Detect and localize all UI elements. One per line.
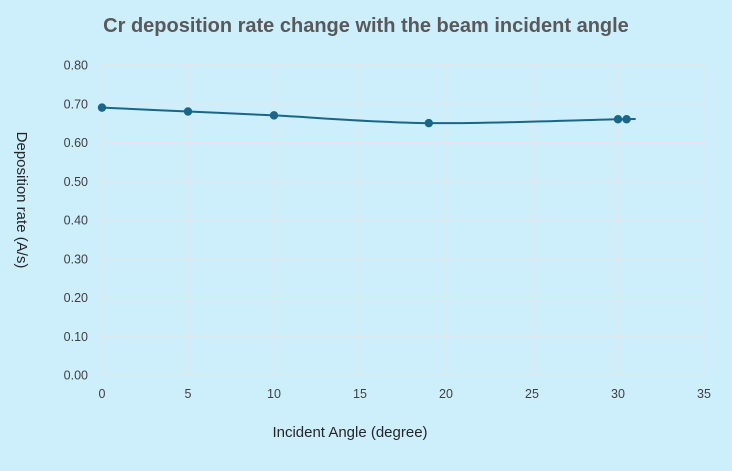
x-axis-label: Incident Angle (degree) bbox=[272, 424, 427, 441]
y-tick-label: 0.50 bbox=[64, 175, 88, 189]
y-tick-label: 0.60 bbox=[64, 136, 88, 150]
data-point bbox=[269, 111, 279, 120]
x-tick-label: 0 bbox=[99, 387, 106, 401]
x-tick-label: 25 bbox=[525, 387, 539, 401]
y-tick-label: 0.30 bbox=[64, 252, 88, 266]
axis-layer: 0.00 0.10 0.20 0.30 0.40 0.50 0.60 0.70 0.80 0 5 10… bbox=[64, 59, 711, 402]
x-tick-label: 15 bbox=[353, 387, 367, 401]
x-tick-label: 20 bbox=[439, 387, 453, 401]
x-tick-label: 30 bbox=[611, 387, 625, 401]
x-tick-label: 35 bbox=[697, 387, 711, 401]
y-tick-label: 0.80 bbox=[64, 59, 88, 73]
data-point bbox=[622, 115, 631, 124]
y-tick-label: 0.40 bbox=[64, 214, 88, 228]
x-tick-label: 5 bbox=[185, 387, 192, 401]
y-axis-label: Deposition rate (A/s) bbox=[13, 132, 30, 269]
series-layer bbox=[97, 103, 636, 128]
data-point bbox=[183, 107, 193, 116]
data-point bbox=[97, 103, 107, 112]
x-tick-label: 10 bbox=[267, 387, 281, 401]
y-tick-label: 0.20 bbox=[64, 291, 88, 305]
y-tick-label: 0.10 bbox=[64, 330, 88, 344]
chart-title: Cr deposition rate change with the beam … bbox=[103, 15, 629, 37]
series-line bbox=[101, 106, 636, 125]
data-point bbox=[613, 115, 623, 124]
data-point bbox=[424, 118, 433, 128]
y-tick-label: 0.70 bbox=[64, 97, 88, 111]
y-tick-label: 0.00 bbox=[64, 369, 88, 383]
